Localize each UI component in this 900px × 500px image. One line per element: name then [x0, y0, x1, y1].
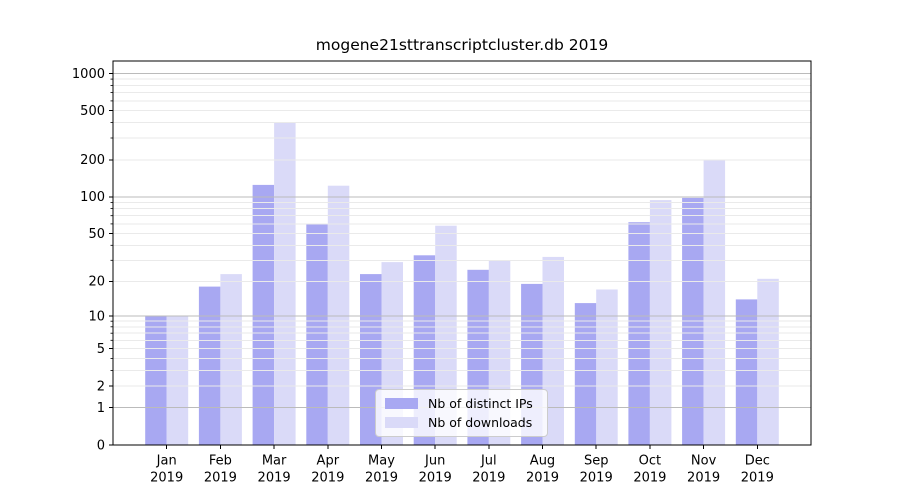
x-axis: Jan 2019 Feb 2019 Mar 2019 Apr 2019 May 2019 Jun 20… — [150, 445, 774, 486]
x-tick-label-month: Nov — [691, 454, 717, 469]
legend-swatch-distinct-ips — [385, 398, 418, 409]
bar-distinct-ips-sep — [574, 303, 597, 445]
bar-downloads-apr — [327, 185, 350, 445]
y-tick-label: 10 — [88, 309, 105, 324]
x-tick-label-year: 2019 — [419, 471, 452, 486]
x-tick-label-month: Apr — [317, 454, 340, 469]
x-tick-label-year: 2019 — [258, 471, 291, 486]
x-tick-label-month: Jul — [480, 454, 497, 469]
bar-distinct-ips-apr — [306, 223, 328, 445]
y-tick-label: 5 — [97, 342, 105, 357]
x-tick-label-month: Sep — [584, 454, 609, 469]
x-tick-label-month: Dec — [745, 454, 770, 469]
x-tick-label-year: 2019 — [311, 471, 344, 486]
y-tick-label: 20 — [88, 275, 105, 290]
legend-swatch-downloads — [385, 417, 418, 428]
y-tick-label: 0 — [97, 438, 105, 453]
bar-distinct-ips-dec — [735, 299, 758, 445]
y-tick-label: 500 — [80, 104, 105, 119]
x-tick-label-month: Oct — [639, 454, 661, 469]
x-tick-label-month: May — [368, 454, 395, 469]
legend-item-downloads: Nb of downloads — [385, 414, 539, 432]
bar-downloads-sep — [596, 289, 618, 445]
minor-gridlines — [113, 78, 811, 387]
x-tick-label-year: 2019 — [526, 471, 559, 486]
legend-label-downloads: Nb of downloads — [428, 415, 533, 430]
bar-downloads-nov — [703, 159, 726, 446]
x-tick-label-year: 2019 — [580, 471, 613, 486]
bar-distinct-ips-jan — [145, 316, 167, 445]
x-tick-label-year: 2019 — [741, 471, 774, 486]
bar-distinct-ips-mar — [252, 184, 275, 445]
y-tick-label: 100 — [80, 190, 105, 205]
x-tick-label-month: Mar — [262, 454, 287, 469]
y-tick-label: 1000 — [72, 67, 105, 82]
bar-downloads-mar — [274, 122, 296, 445]
legend: Nb of distinct IPs Nb of downloads — [375, 389, 548, 437]
plot-frame — [112, 60, 812, 446]
legend-item-distinct-ips: Nb of distinct IPs — [385, 395, 539, 413]
bar-downloads-feb — [220, 274, 242, 445]
bar-distinct-ips-feb — [198, 286, 221, 445]
x-tick-label-month: Aug — [530, 454, 555, 469]
y-tick-label: 200 — [80, 153, 105, 168]
bar-downloads-oct — [649, 200, 672, 445]
legend-label-distinct-ips: Nb of distinct IPs — [428, 396, 533, 411]
x-tick-label-month: Feb — [209, 454, 232, 469]
x-tick-label-year: 2019 — [633, 471, 666, 486]
bar-downloads-dec — [757, 278, 779, 445]
bar-downloads-jan — [166, 316, 189, 445]
y-tick-label: 50 — [88, 227, 105, 242]
y-axis: 0 1 2 5 10 20 50 100 200 500 1000 — [72, 67, 113, 453]
x-tick-label-month: Jan — [156, 454, 177, 469]
chart-title: mogene21sttranscriptcluster.db 2019 — [315, 36, 609, 54]
x-tick-label-year: 2019 — [687, 471, 720, 486]
x-tick-label-year: 2019 — [472, 471, 505, 486]
x-tick-label-year: 2019 — [204, 471, 237, 486]
x-tick-label-year: 2019 — [365, 471, 398, 486]
y-tick-label: 2 — [97, 379, 105, 394]
x-tick-label-month: Jun — [424, 454, 445, 469]
x-tick-label-year: 2019 — [150, 471, 183, 486]
y-tick-label: 1 — [97, 401, 105, 416]
